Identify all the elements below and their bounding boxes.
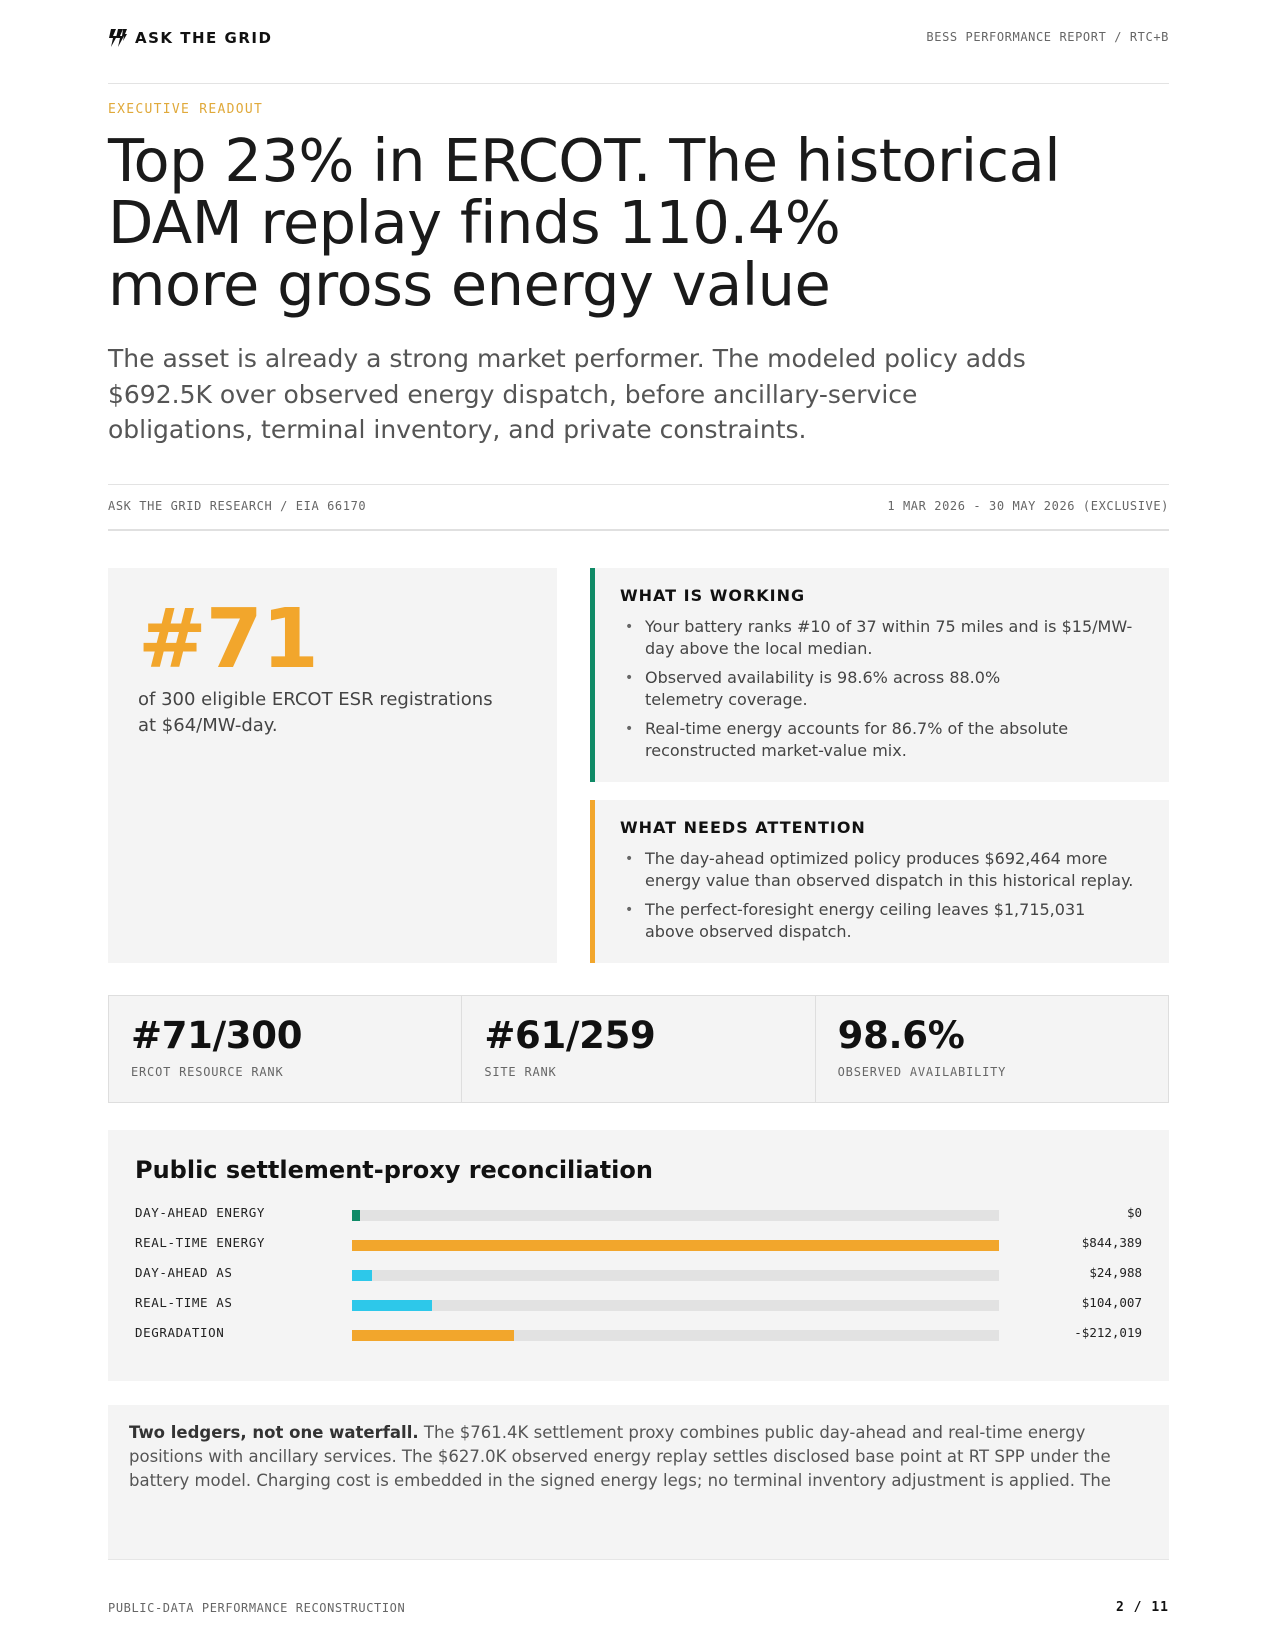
- row-value: $24,988: [1089, 1265, 1142, 1280]
- headline-line: Top 23% in ERCOT. The historical: [108, 126, 1061, 195]
- working-list: Your battery ranks #10 of 37 within 75 m…: [620, 616, 1150, 769]
- byline-source: ASK THE GRID RESEARCH / EIA 66170: [108, 499, 367, 513]
- rank-value: #71: [138, 592, 319, 687]
- headline-line: DAM replay finds 110.4%: [108, 188, 841, 257]
- what-needs-attention-panel: WHAT NEEDS ATTENTION The day-ahead optim…: [590, 800, 1169, 963]
- header-divider: [108, 83, 1169, 84]
- page-number: 2 / 11: [1116, 1600, 1169, 1615]
- what-is-working-panel: WHAT IS WORKING Your battery ranks #10 o…: [590, 568, 1169, 782]
- headline: Top 23% in ERCOT. The historical DAM rep…: [108, 130, 1108, 316]
- bar-fill: [352, 1330, 515, 1341]
- reconciliation-row: DAY-AHEAD AS $24,988: [135, 1262, 1142, 1292]
- bar-fill: [352, 1210, 360, 1221]
- row-label: DAY-AHEAD ENERGY: [135, 1205, 266, 1220]
- reconciliation-row: DAY-AHEAD ENERGY $0: [135, 1202, 1142, 1232]
- report-label: BESS PERFORMANCE REPORT / RTC+B: [926, 30, 1169, 44]
- bar-track: [352, 1330, 999, 1341]
- report-page: ASK THE GRID BESS PERFORMANCE REPORT / R…: [108, 0, 1169, 1650]
- row-label: REAL-TIME AS: [135, 1295, 233, 1310]
- brand: ASK THE GRID: [108, 28, 272, 48]
- rank-card: #71 of 300 eligible ERCOT ESR registrati…: [108, 568, 557, 963]
- row-label: REAL-TIME ENERGY: [135, 1235, 266, 1250]
- kpi-observed-availability: 98.6% OBSERVED AVAILABILITY: [816, 996, 1168, 1102]
- note-text: Two ledgers, not one waterfall. The $761…: [129, 1423, 1111, 1490]
- lede: The asset is already a strong market per…: [108, 341, 1068, 448]
- page-header: ASK THE GRID BESS PERFORMANCE REPORT / R…: [108, 26, 1169, 56]
- row-label: DAY-AHEAD AS: [135, 1265, 233, 1280]
- attention-list: The day-ahead optimized policy produces …: [620, 848, 1150, 950]
- lede-line: $692.5K over observed energy dispatch, b…: [108, 379, 918, 409]
- kpi-value: 98.6%: [837, 1014, 965, 1057]
- kpi-value: #71/300: [131, 1014, 303, 1057]
- lightning-bolt-icon: [109, 29, 127, 47]
- kpi-label: OBSERVED AVAILABILITY: [837, 1065, 1007, 1079]
- list-item: Real-time energy accounts for 86.7% of t…: [620, 718, 1150, 762]
- list-item: The perfect-foresight energy ceiling lea…: [620, 899, 1150, 943]
- reconciliation-rows: DAY-AHEAD ENERGY $0 REAL-TIME ENERGY $84…: [135, 1202, 1142, 1352]
- eyebrow: EXECUTIVE READOUT: [108, 102, 264, 117]
- kpi-value: #61/259: [484, 1014, 656, 1057]
- brand-name: ASK THE GRID: [135, 29, 273, 47]
- kpi-label: SITE RANK: [484, 1065, 557, 1079]
- bar-fill: [352, 1270, 373, 1281]
- bar-track: [352, 1210, 999, 1221]
- kpi-resource-rank: #71/300 ERCOT RESOURCE RANK: [109, 996, 463, 1102]
- row-value: -$212,019: [1074, 1325, 1142, 1340]
- footer-label: PUBLIC-DATA PERFORMANCE RECONSTRUCTION: [108, 1601, 406, 1615]
- bar-track: [352, 1300, 999, 1311]
- bar-track: [352, 1240, 999, 1251]
- note-lead: Two ledgers, not one waterfall.: [129, 1423, 419, 1442]
- bar-track: [352, 1270, 999, 1281]
- methodology-note: Two ledgers, not one waterfall. The $761…: [108, 1405, 1169, 1560]
- reconciliation-row: REAL-TIME AS $104,007: [135, 1292, 1142, 1322]
- kpi-strip: #71/300 ERCOT RESOURCE RANK #61/259 SITE…: [108, 995, 1169, 1103]
- byline-divider: [108, 529, 1169, 531]
- reconciliation-card: Public settlement-proxy reconciliation D…: [108, 1130, 1169, 1381]
- byline-date-range: 1 MAR 2026 - 30 MAY 2026 (EXCLUSIVE): [887, 499, 1169, 513]
- panel-title: WHAT IS WORKING: [620, 586, 806, 605]
- lede-line: obligations, terminal inventory, and pri…: [108, 415, 807, 444]
- bar-fill: [352, 1240, 999, 1251]
- rank-description: of 300 eligible ERCOT ESR registrations …: [138, 689, 493, 736]
- lede-line: The asset is already a strong market per…: [108, 344, 1026, 373]
- reconciliation-title: Public settlement-proxy reconciliation: [135, 1156, 653, 1184]
- kpi-label: ERCOT RESOURCE RANK: [131, 1065, 284, 1079]
- row-value: $844,389: [1081, 1235, 1142, 1250]
- byline-divider: [108, 484, 1169, 485]
- list-item: The day-ahead optimized policy produces …: [620, 848, 1150, 892]
- panel-title: WHAT NEEDS ATTENTION: [620, 818, 866, 837]
- bar-fill: [352, 1300, 432, 1311]
- kpi-site-rank: #61/259 SITE RANK: [462, 996, 816, 1102]
- headline-line: more gross energy value: [108, 250, 831, 319]
- list-item: Observed availability is 98.6% across 88…: [620, 667, 1150, 711]
- reconciliation-row: DEGRADATION -$212,019: [135, 1322, 1142, 1352]
- list-item: Your battery ranks #10 of 37 within 75 m…: [620, 616, 1150, 660]
- row-value: $0: [1126, 1205, 1142, 1220]
- row-value: $104,007: [1081, 1295, 1142, 1310]
- reconciliation-row: REAL-TIME ENERGY $844,389: [135, 1232, 1142, 1262]
- row-label: DEGRADATION: [135, 1325, 225, 1340]
